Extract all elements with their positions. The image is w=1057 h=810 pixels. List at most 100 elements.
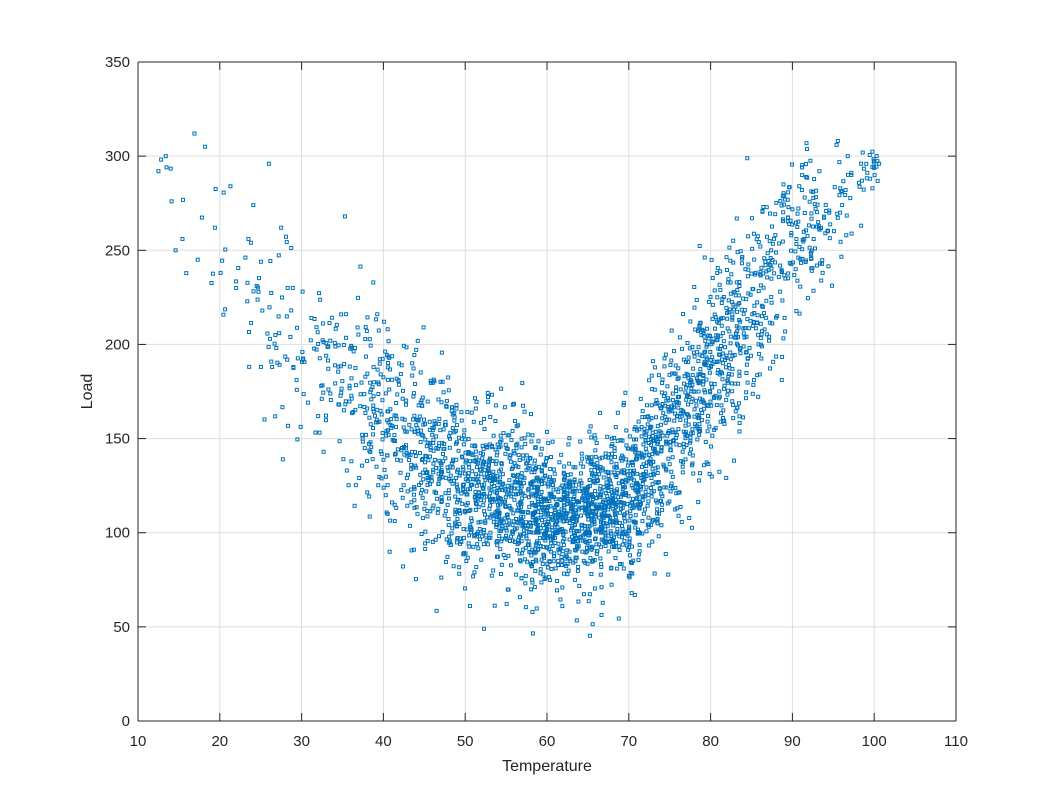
data-point <box>739 261 744 266</box>
data-point <box>647 434 652 439</box>
data-point <box>693 422 698 427</box>
data-point <box>781 202 786 207</box>
data-point <box>295 437 300 442</box>
data-point <box>544 527 549 532</box>
data-point <box>761 285 766 290</box>
data-point <box>731 290 736 295</box>
data-point <box>385 453 390 458</box>
data-point <box>291 365 296 370</box>
data-point <box>621 513 626 518</box>
data-point <box>641 442 646 447</box>
data-point <box>621 566 626 571</box>
data-point <box>640 498 645 503</box>
data-point <box>470 469 475 474</box>
data-point <box>650 539 655 544</box>
data-point <box>774 354 779 359</box>
data-point <box>390 377 395 382</box>
x-axis-label: Temperature <box>502 758 592 775</box>
data-point <box>515 477 520 482</box>
data-point <box>459 410 464 415</box>
data-point <box>533 517 538 522</box>
data-point <box>688 319 693 324</box>
data-point <box>439 350 444 355</box>
data-point <box>530 610 535 615</box>
data-point <box>735 287 740 292</box>
data-point <box>544 521 549 526</box>
data-point <box>472 443 477 448</box>
data-point <box>595 502 600 507</box>
data-point <box>498 547 503 552</box>
data-point <box>488 414 493 419</box>
data-point <box>353 366 358 371</box>
data-point <box>587 592 592 597</box>
data-point <box>364 354 369 359</box>
data-point <box>735 405 740 410</box>
data-point <box>709 381 714 386</box>
data-point <box>794 241 799 246</box>
data-point <box>640 519 645 524</box>
data-point <box>499 539 504 544</box>
data-point <box>576 565 581 570</box>
data-point <box>308 338 313 343</box>
data-point <box>539 501 544 506</box>
data-point <box>539 446 544 451</box>
data-point <box>772 271 777 276</box>
data-point <box>631 478 636 483</box>
data-point <box>725 378 730 383</box>
data-point <box>445 502 450 507</box>
data-point <box>644 485 649 490</box>
data-point <box>284 240 289 245</box>
data-point <box>363 337 368 342</box>
data-point <box>443 456 448 461</box>
data-point <box>750 246 755 251</box>
data-point <box>228 184 233 189</box>
data-point <box>369 397 374 402</box>
data-point <box>327 321 332 326</box>
data-point <box>169 199 174 204</box>
data-point <box>512 461 517 466</box>
data-point <box>508 488 513 493</box>
data-point <box>698 367 703 372</box>
data-point <box>533 445 538 450</box>
data-point <box>476 504 481 509</box>
data-point <box>519 471 524 476</box>
data-point <box>457 508 462 513</box>
data-point <box>529 481 534 486</box>
data-point <box>245 280 250 285</box>
y-tick-label: 50 <box>113 619 130 636</box>
data-point <box>598 572 603 577</box>
data-point <box>619 562 624 567</box>
data-point <box>622 491 627 496</box>
data-point <box>770 241 775 246</box>
data-point <box>726 309 731 314</box>
data-point <box>779 378 784 383</box>
data-point <box>410 373 415 378</box>
data-point <box>480 493 485 498</box>
x-tick-label: 60 <box>539 733 556 750</box>
data-point <box>469 410 474 415</box>
data-point <box>761 204 766 209</box>
data-point <box>668 489 673 494</box>
data-point <box>559 497 564 502</box>
data-point <box>368 422 373 427</box>
data-point <box>487 471 492 476</box>
data-point <box>563 553 568 558</box>
data-point <box>613 556 618 561</box>
data-point <box>394 505 399 510</box>
data-point <box>800 247 805 252</box>
data-point <box>401 343 406 348</box>
data-point <box>721 361 726 366</box>
data-point <box>587 538 592 543</box>
data-point <box>481 498 486 503</box>
data-point <box>628 560 633 565</box>
data-point <box>569 516 574 521</box>
data-point <box>645 522 650 527</box>
data-point <box>697 422 702 427</box>
data-point <box>435 496 440 501</box>
y-tick-label: 100 <box>105 525 130 542</box>
data-point <box>676 513 681 518</box>
data-point <box>769 224 774 229</box>
data-point <box>383 391 388 396</box>
data-point <box>699 399 704 404</box>
data-point <box>528 482 533 487</box>
